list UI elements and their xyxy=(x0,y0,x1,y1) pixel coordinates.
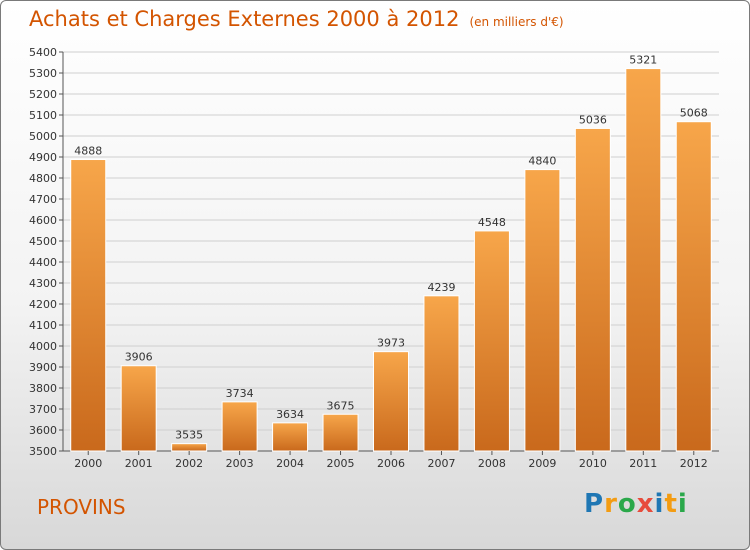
y-tick-label: 4200 xyxy=(29,298,57,311)
x-tick-label: 2007 xyxy=(427,457,455,470)
y-tick-label: 4300 xyxy=(29,277,57,290)
bar xyxy=(423,295,460,452)
chart-title: Achats et Charges Externes 2000 à 2012 (e… xyxy=(29,7,564,31)
bar-value-label: 4840 xyxy=(528,155,556,168)
y-tick-label: 4000 xyxy=(29,340,57,353)
x-tick-label: 2005 xyxy=(327,457,355,470)
x-tick-label: 2008 xyxy=(478,457,506,470)
bar xyxy=(171,443,208,452)
y-tick-label: 4800 xyxy=(29,172,57,185)
logo-letter: x xyxy=(636,489,655,519)
bar xyxy=(221,401,258,452)
y-tick-label: 5300 xyxy=(29,67,57,80)
y-tick-label: 5400 xyxy=(29,46,57,59)
bar xyxy=(272,422,309,452)
bar-value-label: 3675 xyxy=(327,399,355,412)
y-tick-label: 3600 xyxy=(29,424,57,437)
y-tick-label: 5100 xyxy=(29,109,57,122)
y-tick-label: 5000 xyxy=(29,130,57,143)
x-tick-label: 2004 xyxy=(276,457,304,470)
x-tick-label: 2012 xyxy=(680,457,708,470)
proxiti-logo: Proxiti xyxy=(584,489,688,519)
bar xyxy=(70,159,107,452)
logo-letter: o xyxy=(617,489,637,519)
y-tick-label: 4400 xyxy=(29,256,57,269)
bar xyxy=(120,365,157,452)
y-tick-label: 3500 xyxy=(29,445,57,458)
bar-value-label: 3634 xyxy=(276,408,304,421)
logo-letter: P xyxy=(584,489,605,519)
x-tick-label: 2010 xyxy=(579,457,607,470)
y-tick-label: 4600 xyxy=(29,214,57,227)
y-tick-label: 4900 xyxy=(29,151,57,164)
bar xyxy=(675,121,712,452)
y-tick-label: 5200 xyxy=(29,88,57,101)
logo-letter: i xyxy=(677,489,688,519)
value-labels: 4888 3906 3535 3734 3634 3675 3973 4239 4548 4840… xyxy=(74,54,708,442)
bar-value-label: 4239 xyxy=(427,281,455,294)
y-tick-label: 3700 xyxy=(29,403,57,416)
y-tick-label: 3800 xyxy=(29,382,57,395)
bar-value-label: 3973 xyxy=(377,337,405,350)
y-tick-label: 3900 xyxy=(29,361,57,374)
logo-letter: t xyxy=(664,489,678,519)
bar xyxy=(322,413,359,452)
x-tick-label: 2006 xyxy=(377,457,405,470)
bar xyxy=(574,127,611,452)
y-tick-label: 4500 xyxy=(29,235,57,248)
bar-value-label: 3535 xyxy=(175,429,203,442)
y-tick-label: 4700 xyxy=(29,193,57,206)
bar-value-label: 4548 xyxy=(478,216,506,229)
logo-letter: r xyxy=(604,489,618,519)
y-tick-label: 4100 xyxy=(29,319,57,332)
x-tick-label: 2003 xyxy=(226,457,254,470)
x-tick-label: 2011 xyxy=(629,457,657,470)
x-tick-label: 2000 xyxy=(74,457,102,470)
bar-value-label: 5036 xyxy=(579,113,607,126)
bar-value-label: 5321 xyxy=(629,54,657,67)
x-tick-labels: 2000 2001 2002 2003 2004 2005 2006 2007 2008 2009… xyxy=(74,451,708,470)
x-tick-label: 2002 xyxy=(175,457,203,470)
bar xyxy=(524,169,561,452)
bar xyxy=(473,230,510,452)
chart-title-text: Achats et Charges Externes 2000 à 2012 xyxy=(29,7,460,31)
bar-value-label: 5068 xyxy=(680,107,708,120)
bar-value-label: 4888 xyxy=(74,145,102,158)
x-tick-label: 2001 xyxy=(125,457,153,470)
logo-letter: i xyxy=(654,489,665,519)
bar xyxy=(625,68,662,452)
y-tick-labels: 3500 3600 3700 3800 3900 4000 4100 4200 4300 4400… xyxy=(29,46,57,458)
bar-value-label: 3734 xyxy=(226,387,254,400)
x-tick-label: 2009 xyxy=(528,457,556,470)
city-name: PROVINS xyxy=(37,495,126,519)
bar xyxy=(373,351,409,452)
bar-value-label: 3906 xyxy=(125,351,153,364)
bars xyxy=(70,68,712,452)
chart-unit: (en milliers d'€) xyxy=(469,15,564,29)
